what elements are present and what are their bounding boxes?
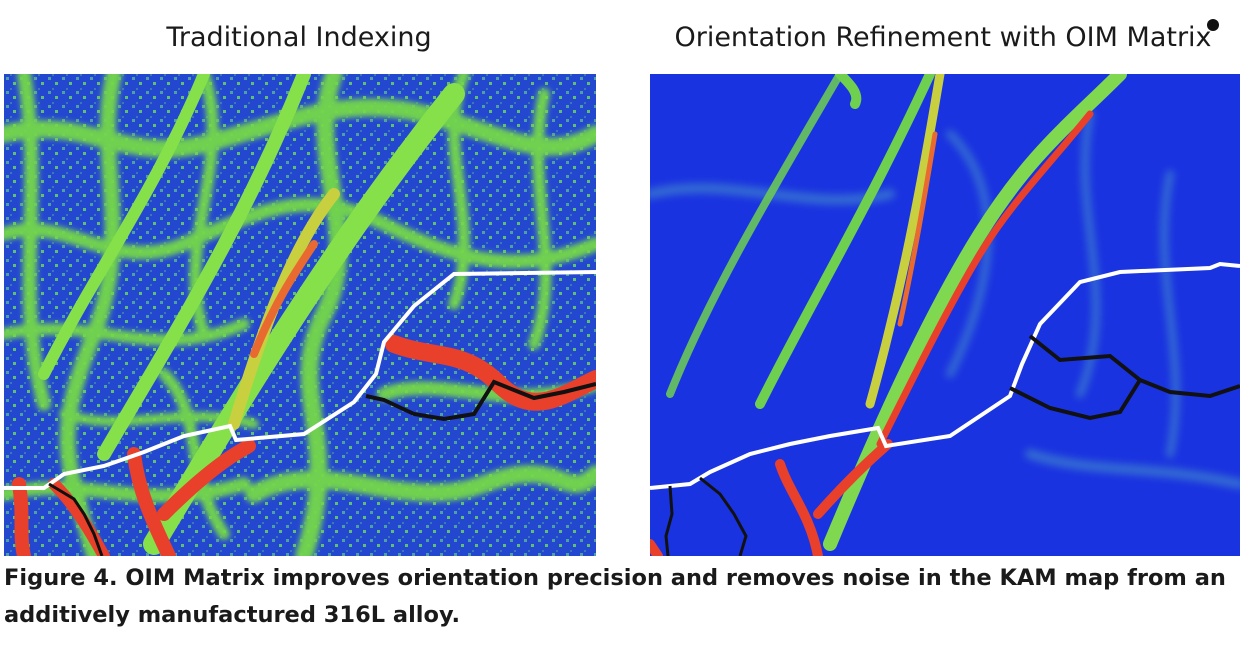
panel-title-refinement: Orientation Refinement with OIM Matrix <box>674 22 1212 53</box>
kam-diagonal-bands <box>666 74 935 409</box>
kam-map-refined <box>650 74 1240 556</box>
kam-noise-network <box>4 74 596 556</box>
kam-map-traditional-svg <box>4 74 596 556</box>
kam-map-traditional <box>4 74 596 556</box>
figure-caption: Figure 4. OIM Matrix improves orientatio… <box>4 565 1226 628</box>
kam-high-strain <box>650 74 1127 556</box>
marker-dot <box>1207 19 1219 31</box>
kam-map-refined-svg <box>650 74 1240 556</box>
panel-title-traditional: Traditional Indexing <box>166 22 432 53</box>
grain-boundaries <box>4 270 596 556</box>
grain-boundaries <box>650 261 1240 556</box>
